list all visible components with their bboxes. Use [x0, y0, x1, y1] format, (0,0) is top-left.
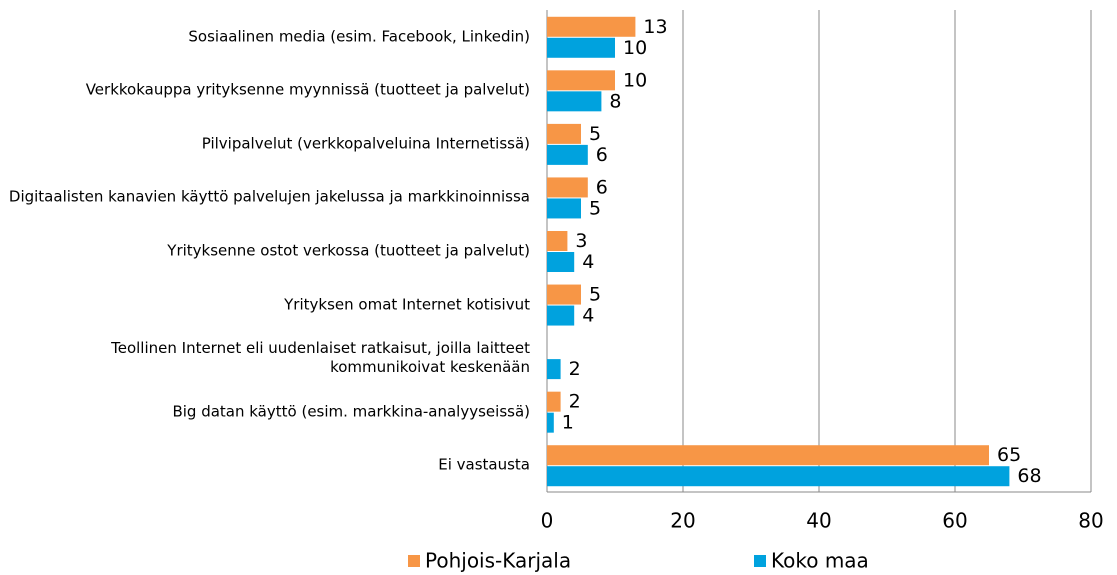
data-label: 10	[623, 69, 647, 91]
legend-swatch	[754, 555, 766, 567]
bar	[547, 359, 561, 380]
data-label: 10	[623, 37, 647, 59]
bar	[547, 305, 575, 326]
bar	[547, 16, 636, 37]
bar	[547, 252, 575, 272]
bar	[547, 284, 581, 305]
data-label: 8	[609, 90, 621, 112]
bar	[547, 391, 561, 412]
data-label: 13	[643, 16, 667, 38]
category-label: Pilvipalvelut (verkkopalveluina Internet…	[201, 134, 530, 153]
data-label: 2	[569, 358, 581, 380]
category-label: Verkkokauppa yrityksenne myynnissä (tuot…	[85, 80, 530, 99]
bar	[547, 123, 581, 144]
x-tick-label: 80	[1078, 509, 1103, 533]
legend-swatch	[408, 555, 420, 567]
bar	[547, 177, 588, 198]
category-label: Yrityksen omat Internet kotisivut	[284, 295, 530, 314]
category-label: Yrityksenne ostot verkossa (tuotteet ja …	[167, 241, 530, 260]
data-label: 6	[596, 144, 608, 166]
data-label: 5	[589, 123, 601, 145]
x-tick-label: 0	[541, 509, 554, 533]
x-tick-label: 20	[670, 509, 695, 533]
data-label: 5	[589, 284, 601, 306]
category-label: Sosiaalinen media (esim. Facebook, Linke…	[188, 27, 530, 46]
category-label: Big datan käyttö (esim. markkina-analyys…	[172, 402, 530, 421]
x-tick-label: 60	[942, 509, 967, 533]
category-label: Ei vastausta	[438, 455, 530, 474]
data-label: 68	[1017, 465, 1041, 487]
category-label: Teollinen Internet eli uudenlaiset ratka…	[111, 339, 530, 377]
legend-label: Pohjois-Karjala	[425, 549, 571, 573]
data-label: 5	[589, 197, 601, 219]
data-label: 3	[575, 230, 587, 252]
legend-label: Koko maa	[771, 549, 869, 573]
bar	[547, 37, 615, 58]
data-label: 65	[997, 444, 1021, 466]
data-label: 4	[582, 305, 594, 327]
data-label: 2	[569, 391, 581, 413]
bar	[547, 412, 554, 433]
bar	[547, 445, 989, 466]
bar	[547, 144, 588, 165]
bar	[547, 198, 581, 219]
bar	[547, 231, 568, 251]
data-label: 4	[582, 251, 594, 273]
x-tick-label: 40	[806, 509, 831, 533]
data-label: 1	[562, 412, 574, 434]
data-label: 6	[596, 176, 608, 198]
bar	[547, 91, 602, 112]
category-label: Digitaalisten kanavien käyttö palvelujen…	[8, 187, 530, 206]
bar	[547, 466, 1010, 487]
bar	[547, 70, 615, 91]
